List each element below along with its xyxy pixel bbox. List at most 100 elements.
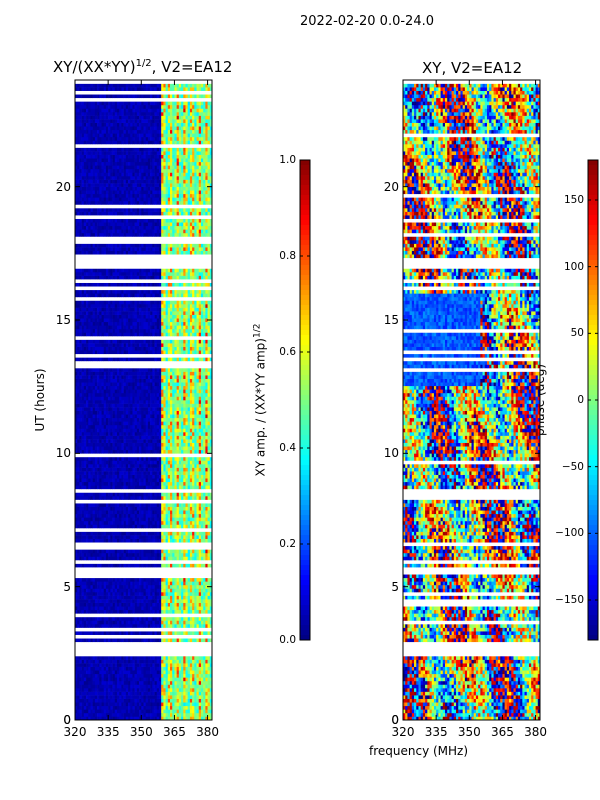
heatmap-cell [139, 510, 142, 515]
heatmap-cell [205, 620, 208, 625]
heatmap-cell [99, 670, 107, 675]
heatmap-cell [130, 592, 135, 596]
heatmap-cell [147, 581, 151, 586]
heatmap-cell [105, 414, 111, 419]
heatmap-cell [158, 520, 162, 525]
heatmap-cell [99, 663, 102, 667]
heatmap-cell [128, 474, 131, 479]
heatmap-cell [194, 510, 197, 515]
heatmap-cell [119, 492, 124, 497]
heatmap-cell [207, 343, 211, 347]
heatmap-cell [174, 556, 177, 561]
heatmap-cell [185, 577, 188, 582]
heatmap-cell [152, 432, 155, 436]
heatmap-cell [200, 666, 204, 671]
heatmap-cell [77, 510, 82, 515]
heatmap-cell [94, 712, 98, 717]
heatmap-cell [172, 467, 175, 472]
heatmap-cell [81, 503, 85, 507]
heatmap-cell [203, 709, 206, 714]
heatmap-cell [110, 513, 116, 518]
heatmap-cell [103, 432, 107, 436]
heatmap-cell [75, 599, 78, 603]
heatmap-cell [125, 581, 129, 586]
heatmap-cell [116, 410, 124, 415]
heatmap-cell [121, 467, 127, 472]
heatmap-cell [172, 524, 175, 529]
heatmap-cell [75, 688, 80, 692]
heatmap-cell [165, 712, 169, 717]
heatmap-cell [203, 513, 206, 518]
heatmap-cell [83, 350, 87, 355]
heatmap-cell [145, 474, 149, 479]
heatmap-cell [77, 492, 85, 497]
heatmap-cell [174, 474, 177, 479]
heatmap-cell [119, 503, 122, 507]
heatmap-cell [209, 698, 213, 703]
heatmap-cell [187, 400, 191, 404]
heatmap-cell [145, 464, 149, 468]
heatmap-cell [141, 314, 144, 319]
heatmap-cell [192, 663, 195, 667]
heatmap-cell [92, 556, 96, 561]
heatmap-cell [167, 698, 171, 703]
heatmap-cell [114, 428, 120, 433]
heatmap-cell [136, 421, 140, 426]
heatmap-cell [165, 549, 169, 554]
heatmap-cell [196, 688, 200, 692]
heatmap-cell [196, 496, 200, 500]
heatmap-cell [88, 688, 91, 692]
heatmap-cell [198, 698, 202, 703]
heatmap-cell [174, 439, 177, 443]
heatmap-cell [178, 716, 182, 721]
heatmap-cell [132, 673, 135, 678]
heatmap-cell [94, 588, 100, 593]
heatmap-cell [143, 616, 147, 621]
heatmap-cell [150, 481, 153, 486]
heatmap-cell [130, 332, 133, 337]
heatmap-cell [181, 602, 184, 607]
heatmap-cell [194, 684, 200, 689]
heatmap-cell [92, 709, 96, 714]
heatmap-cell [147, 524, 151, 529]
heatmap-cell [108, 616, 111, 621]
heatmap-cell [83, 592, 87, 596]
heatmap-cell [101, 535, 105, 539]
heatmap-cell [88, 659, 91, 664]
heatmap-cell [178, 385, 182, 390]
heatmap-cell [209, 392, 213, 397]
heatmap-cell [158, 684, 162, 689]
heatmap-cell [196, 432, 200, 436]
heatmap-cell [86, 616, 89, 621]
heatmap-cell [192, 343, 195, 347]
heatmap-cell [147, 407, 151, 411]
heatmap-cell [198, 396, 202, 401]
heatmap-cell [130, 691, 133, 696]
heatmap-cell [75, 442, 78, 447]
heatmap-cell [172, 321, 175, 326]
heatmap-cell [108, 339, 111, 344]
heatmap-cell [198, 510, 202, 515]
heatmap-cell [121, 538, 124, 543]
heatmap-cell [170, 510, 173, 515]
heatmap-cell [88, 424, 91, 429]
heatmap-cell [161, 318, 164, 323]
heatmap-cell [145, 531, 149, 536]
heatmap-cell [183, 375, 186, 379]
heatmap-cell [209, 350, 213, 355]
heatmap-cell [181, 588, 184, 593]
heatmap-cell [198, 378, 202, 383]
heatmap-cell [176, 670, 180, 675]
heatmap-cell [189, 378, 193, 383]
heatmap-cell [205, 428, 208, 433]
heatmap-cell [116, 659, 120, 664]
heatmap-cell [192, 325, 195, 330]
heatmap-cell [130, 407, 133, 411]
heatmap-cell [172, 371, 175, 376]
heatmap-cell [152, 606, 160, 611]
heatmap-cell [170, 684, 173, 689]
heatmap-cell [101, 520, 105, 525]
heatmap-cell [92, 446, 96, 451]
heatmap-cell [178, 552, 182, 557]
heatmap-cell [181, 695, 184, 699]
